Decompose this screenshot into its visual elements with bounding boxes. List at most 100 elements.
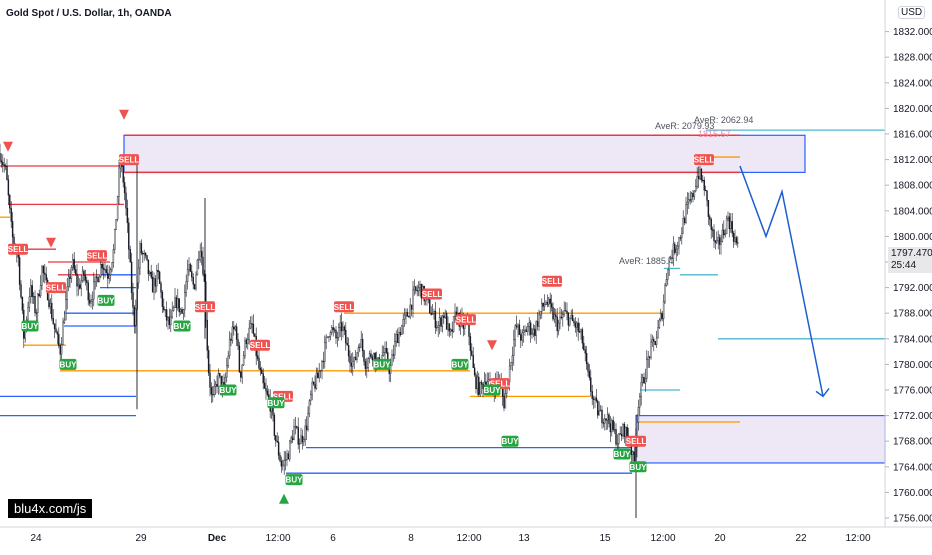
candle-body: [93, 281, 95, 300]
candle-body: [690, 193, 693, 200]
candle-body: [315, 372, 318, 389]
candle-body: [233, 326, 235, 330]
candle-body: [339, 322, 341, 328]
candle-body: [206, 319, 208, 351]
candle-body: [528, 322, 530, 327]
candle-body: [538, 314, 540, 327]
candle-body: [695, 186, 697, 192]
candle-body: [130, 261, 133, 293]
candle-body: [6, 166, 8, 181]
candle-body: [700, 169, 703, 181]
candle-body: [615, 429, 617, 445]
candle-body: [210, 387, 213, 395]
candle-body: [178, 298, 180, 313]
candle-body: [9, 194, 11, 209]
candle-body: [156, 270, 158, 287]
candle-body: [254, 333, 256, 337]
candle-body: [668, 257, 670, 270]
candle-body: [318, 371, 320, 379]
candle-body: [34, 296, 36, 313]
aver-annotation: AveR: 1885.4: [619, 256, 673, 266]
candle-body: [578, 331, 581, 333]
candle-body: [401, 325, 403, 335]
candle-body: [588, 371, 591, 378]
candle-body: [139, 243, 141, 269]
candle-body: [658, 319, 661, 328]
candle-body: [410, 304, 413, 310]
candle-body: [172, 307, 175, 311]
candle-body: [725, 218, 728, 235]
candle-body: [213, 385, 215, 395]
buy-signal-badge: [21, 320, 39, 332]
candle-body: [112, 249, 115, 263]
candle-body: [293, 426, 295, 441]
candle-body: [384, 348, 386, 353]
candle-body: [266, 390, 269, 395]
candle-body: [475, 374, 477, 390]
candle-body: [605, 418, 607, 421]
currency-badge[interactable]: USD: [898, 6, 926, 19]
candle-body: [643, 376, 645, 384]
candle-body: [200, 251, 203, 258]
time-tick-label: 15: [599, 533, 611, 544]
candle-body: [644, 378, 647, 384]
candle-body: [13, 236, 15, 245]
candle-body: [319, 370, 322, 372]
buy-signal-badge: [219, 384, 237, 396]
candle-body: [0, 152, 1, 162]
candle-body: [584, 349, 586, 354]
candle-body: [52, 318, 54, 324]
candle-body: [685, 204, 687, 223]
candle-body: [170, 316, 172, 325]
candle-body: [144, 253, 147, 256]
candle-body: [51, 302, 53, 319]
candle-body: [608, 414, 610, 424]
candle-body: [557, 322, 560, 332]
candle-body: [429, 299, 431, 314]
candle-body: [398, 331, 400, 344]
candle-body: [202, 256, 204, 275]
candle-body: [310, 394, 312, 401]
candle-body: [123, 182, 126, 194]
buy-signal-label: BUY: [484, 386, 502, 395]
candle-body: [158, 271, 161, 284]
candle-body: [181, 309, 183, 314]
candle-body: [541, 302, 543, 312]
sell-signal-badge: [694, 154, 714, 166]
buy-signal-badge: [613, 448, 631, 460]
candle-body: [97, 277, 99, 283]
candle-body: [284, 459, 287, 461]
candle-body: [377, 357, 379, 359]
candle-body: [709, 216, 711, 220]
candle-body: [595, 397, 598, 402]
candle-body: [620, 433, 623, 437]
candle-body: [550, 303, 553, 308]
candle-body: [332, 327, 334, 330]
candle-body: [277, 441, 280, 456]
candle-body: [613, 429, 616, 431]
buy-signal-badge: [267, 397, 285, 409]
candle-body: [241, 364, 243, 378]
candle-body: [142, 253, 144, 255]
candle-body: [86, 280, 88, 283]
candle-body: [707, 200, 710, 217]
candle-body: [711, 229, 714, 231]
candle-body: [723, 229, 725, 236]
price-tick-label: 1828.000: [893, 53, 932, 64]
candle-body: [198, 259, 200, 261]
candle-body: [532, 328, 535, 335]
candle-body: [657, 327, 659, 339]
candle-body: [259, 367, 262, 371]
candle-body: [436, 327, 438, 329]
candle-body: [150, 271, 152, 278]
candle-body: [548, 298, 550, 305]
support-zone: [635, 415, 886, 464]
candle-body: [336, 337, 339, 339]
candle-body: [724, 233, 726, 236]
candle-body: [235, 326, 238, 340]
candle-body: [639, 396, 641, 408]
candle-body: [486, 381, 488, 385]
candle-body: [660, 313, 662, 321]
